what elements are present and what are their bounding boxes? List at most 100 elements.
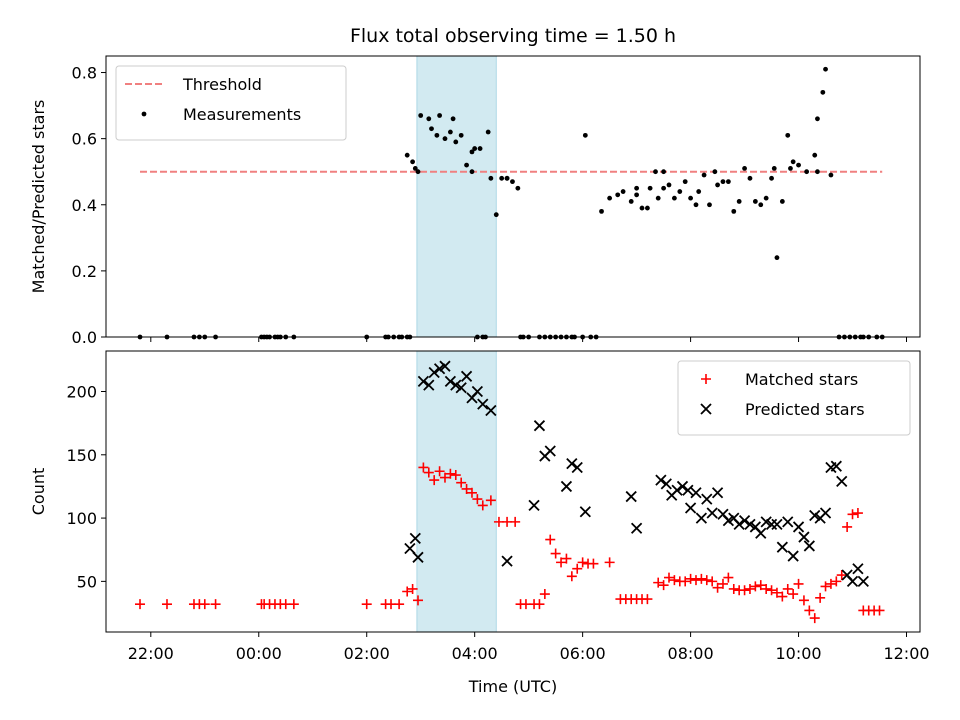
legend-box <box>677 360 911 436</box>
data-point <box>742 166 747 171</box>
data-point <box>788 166 793 171</box>
data-point <box>728 583 739 594</box>
data-point <box>642 594 653 605</box>
data-point <box>798 595 809 606</box>
x-tick-label: 22:00 <box>128 644 174 663</box>
data-point <box>715 182 720 188</box>
series-top-1 <box>404 116 820 211</box>
data-point <box>763 195 769 201</box>
data-point <box>825 578 836 589</box>
data-point <box>777 591 788 602</box>
data-point <box>752 199 758 204</box>
data-point <box>199 599 210 610</box>
data-point <box>707 576 718 587</box>
data-point <box>412 595 423 606</box>
data-point <box>696 189 702 194</box>
data-point <box>466 487 477 498</box>
data-point <box>410 159 415 165</box>
y-tick-label: 200 <box>66 383 97 402</box>
data-point <box>688 195 693 201</box>
data-point <box>439 472 450 483</box>
data-point <box>676 480 689 493</box>
y-tick-label: 0.2 <box>72 262 97 281</box>
data-point <box>790 159 796 165</box>
data-point <box>680 576 691 587</box>
data-point <box>842 521 853 532</box>
legend-label: Threshold <box>182 75 262 94</box>
data-point <box>630 522 643 534</box>
data-point <box>588 558 599 569</box>
legend-label: Measurements <box>183 105 301 124</box>
data-point <box>671 195 677 201</box>
x-axis-label: Time (UTC) <box>468 677 557 696</box>
top-panel: 0.0 0.2 0.4 0.6 0.8 Matched/Predicted stars Th… <box>29 55 921 347</box>
data-point <box>515 185 521 191</box>
data-point <box>782 583 793 594</box>
data-point <box>852 563 864 575</box>
data-point <box>533 420 546 432</box>
data-point <box>647 185 653 191</box>
data-point <box>830 460 842 472</box>
data-point <box>820 89 826 95</box>
data-point <box>550 548 561 559</box>
data-point <box>655 195 661 201</box>
data-point <box>561 553 572 564</box>
data-point <box>560 480 573 493</box>
x-tick-label: 04:00 <box>452 644 498 663</box>
data-point <box>418 462 429 473</box>
data-point <box>712 169 718 175</box>
data-point <box>135 599 146 610</box>
data-point <box>701 172 707 178</box>
data-point <box>695 512 708 524</box>
data-point <box>701 575 712 586</box>
data-point <box>477 500 488 511</box>
x-tick-label: 02:00 <box>344 644 390 663</box>
data-point <box>706 507 718 519</box>
data-point <box>653 169 658 175</box>
data-point <box>717 578 728 589</box>
data-point <box>453 139 459 145</box>
data-point <box>815 116 820 122</box>
data-point <box>429 475 440 486</box>
data-point <box>796 162 801 168</box>
data-point <box>685 573 696 584</box>
legend-marker-swatch <box>141 111 147 117</box>
data-point <box>744 583 755 594</box>
observing-window-shade <box>416 350 497 633</box>
x-tick-label: 10:00 <box>775 644 821 663</box>
data-point <box>437 113 442 118</box>
data-point <box>711 487 724 499</box>
data-point <box>677 189 683 194</box>
data-point <box>577 557 588 568</box>
data-point <box>747 175 753 181</box>
x-tick-label: 06:00 <box>560 644 606 663</box>
data-point <box>733 518 745 531</box>
data-point <box>566 571 577 582</box>
axes-frame-bottom <box>105 350 921 633</box>
data-point <box>755 527 767 539</box>
x-tick-label: 12:00 <box>883 644 929 663</box>
data-point <box>161 599 172 610</box>
data-point <box>499 175 505 181</box>
data-point <box>472 494 483 505</box>
data-point <box>510 179 515 185</box>
data-point <box>779 199 785 204</box>
data-point <box>655 474 667 486</box>
data-point <box>544 445 556 457</box>
data-point <box>874 605 885 616</box>
data-point <box>534 599 545 610</box>
data-point <box>423 467 434 478</box>
data-point <box>804 605 815 616</box>
data-point <box>461 483 472 494</box>
data-point <box>815 592 826 603</box>
data-point <box>361 599 372 610</box>
data-point <box>831 576 842 587</box>
data-point <box>434 132 440 138</box>
data-point <box>485 129 491 135</box>
data-point <box>210 599 221 610</box>
legend-bottom: Matched stars Predicted stars <box>677 360 911 436</box>
data-point <box>712 582 723 593</box>
data-point <box>599 208 604 214</box>
data-point <box>504 175 510 181</box>
